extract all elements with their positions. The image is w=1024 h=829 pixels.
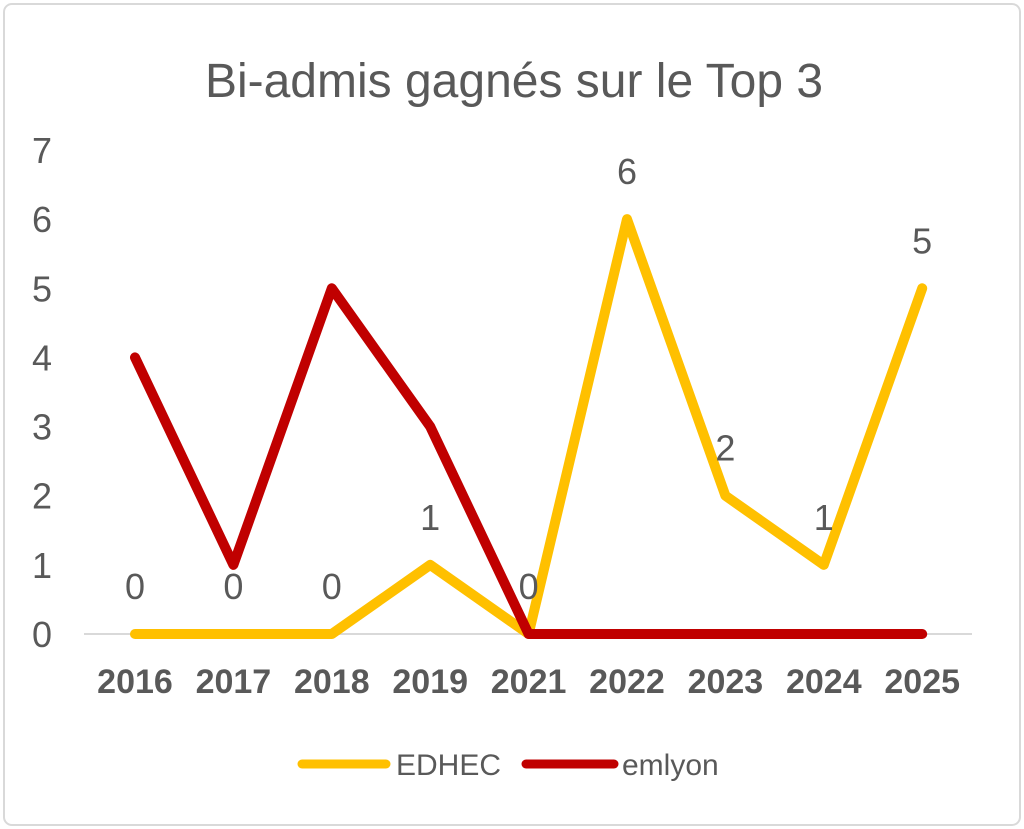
- y-axis: 0 1 2 3 4 5 6 7: [32, 130, 52, 655]
- data-label: 0: [125, 566, 145, 607]
- data-label: 1: [420, 497, 440, 538]
- y-axis-tick-label: 6: [32, 199, 52, 240]
- data-label: 0: [519, 566, 539, 607]
- legend-label-edhec: EDHEC: [396, 749, 501, 782]
- x-axis-tick-label: 2025: [884, 663, 960, 701]
- series-lines: [130, 214, 928, 639]
- x-axis-tick-label: 2022: [589, 663, 665, 701]
- y-axis-tick-label: 2: [32, 476, 52, 517]
- legend: EDHEC emlyon: [297, 749, 719, 782]
- x-axis: 2016 2017 2018 2019 2021 2022 2023 2024 2025: [97, 663, 960, 701]
- data-label: 5: [912, 220, 932, 261]
- x-axis-tick-label: 2017: [196, 663, 272, 701]
- data-label: 1: [814, 497, 834, 538]
- data-label: 0: [223, 566, 243, 607]
- x-axis-tick-label: 2024: [786, 663, 862, 701]
- data-label: 6: [617, 151, 637, 192]
- series-line-emlyon: [130, 283, 928, 639]
- y-axis-tick-label: 3: [32, 407, 52, 448]
- x-axis-tick-label: 2019: [392, 663, 468, 701]
- y-axis-tick-label: 7: [32, 130, 52, 171]
- y-axis-tick-label: 1: [32, 545, 52, 586]
- data-label: 2: [715, 428, 735, 469]
- chart-title: Bi-admis gagnés sur le Top 3: [205, 55, 823, 108]
- y-axis-tick-label: 4: [32, 337, 52, 378]
- x-axis-tick-label: 2023: [688, 663, 764, 701]
- data-label: 0: [322, 566, 342, 607]
- x-axis-tick-label: 2018: [294, 663, 370, 701]
- x-axis-tick-label: 2021: [491, 663, 567, 701]
- legend-label-emlyon: emlyon: [622, 749, 719, 782]
- y-axis-tick-label: 0: [32, 614, 52, 655]
- x-axis-tick-label: 2016: [97, 663, 173, 701]
- y-axis-tick-label: 5: [32, 268, 52, 309]
